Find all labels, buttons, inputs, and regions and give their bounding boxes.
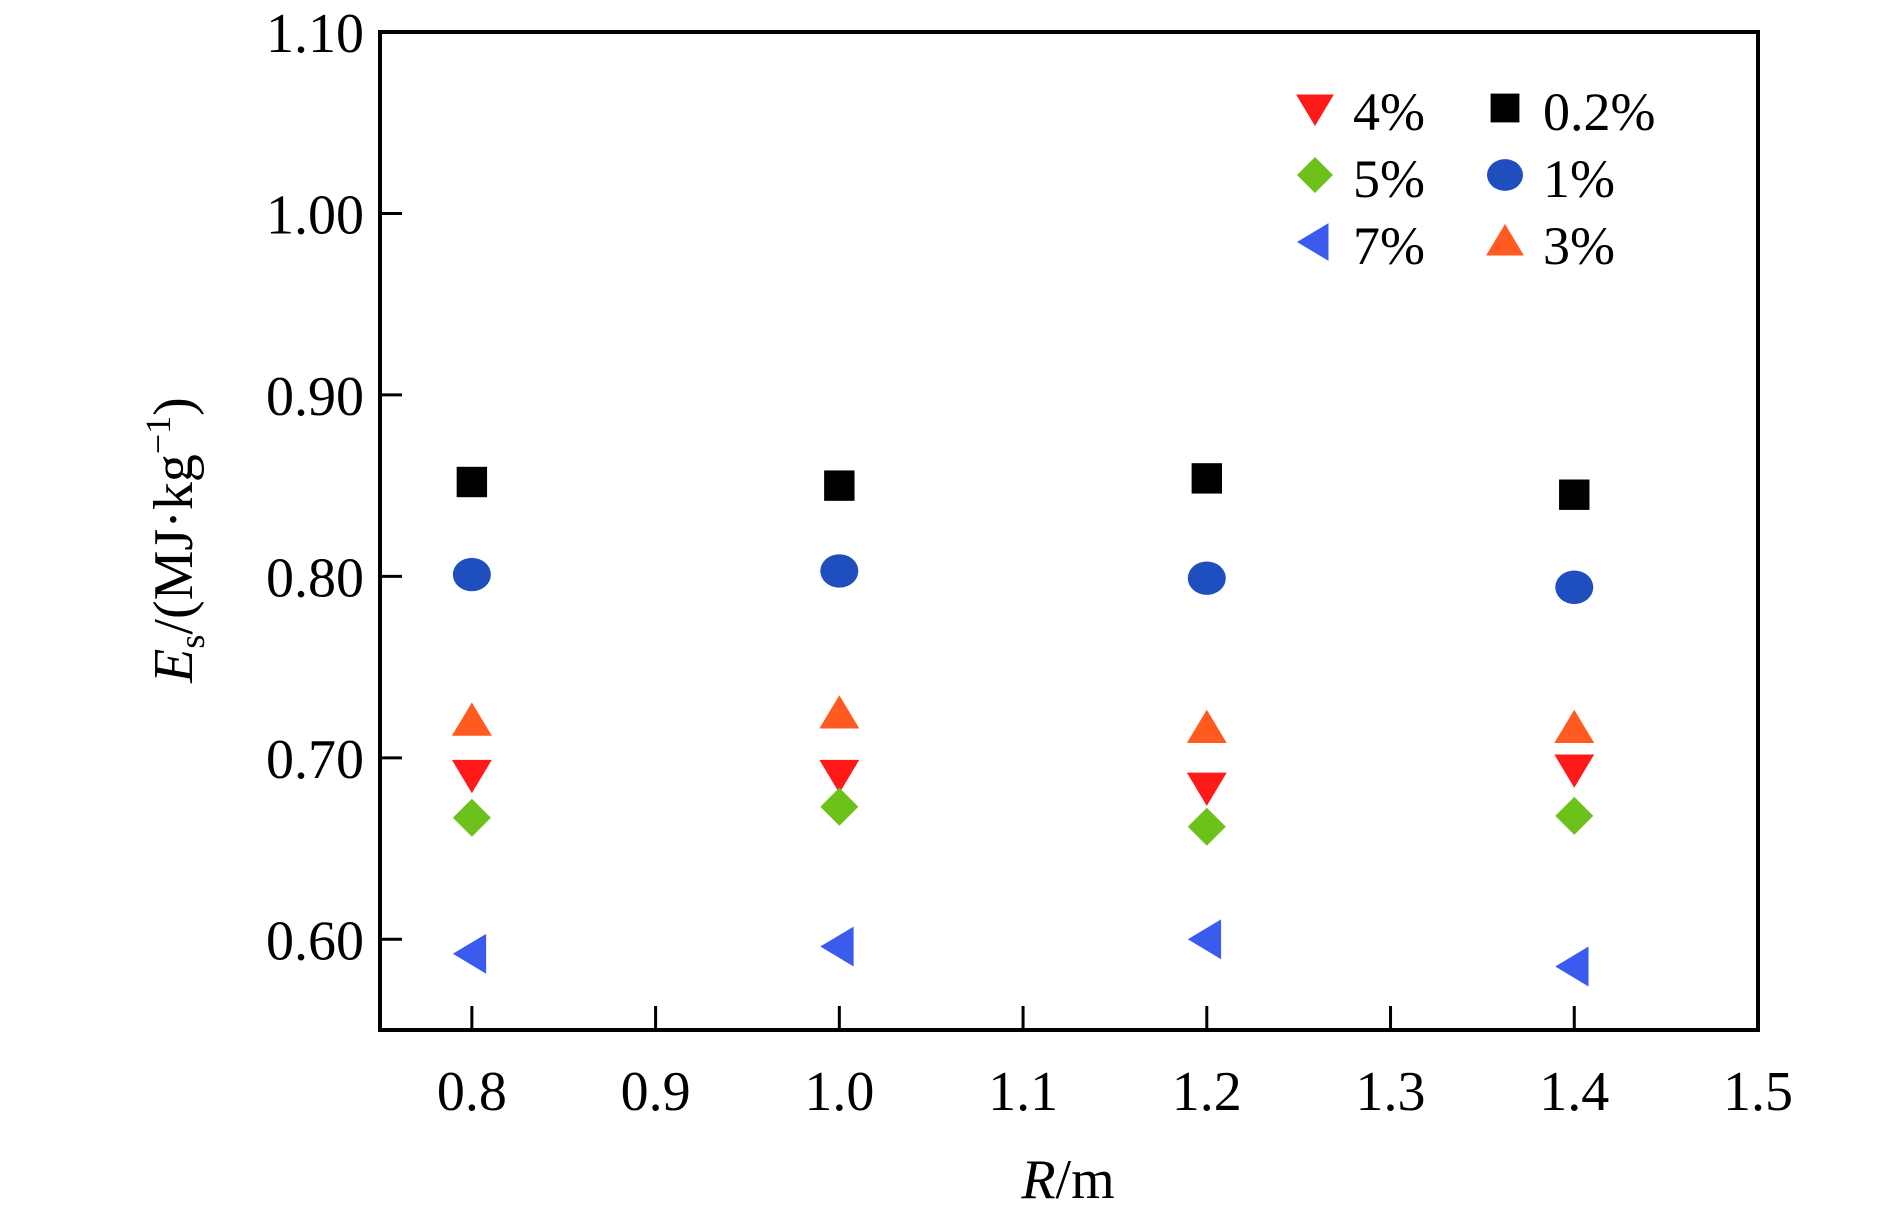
data-point	[1187, 561, 1226, 595]
y-axis-label-sep: /	[143, 619, 205, 635]
data-point	[452, 933, 487, 974]
data-point	[1554, 754, 1595, 788]
data-points	[451, 463, 1595, 987]
data-point	[1554, 709, 1595, 744]
legend-label: 5%	[1353, 149, 1425, 209]
y-tick-label: 1.10	[266, 3, 364, 65]
data-point	[1187, 919, 1222, 960]
x-tick-label: 1.1	[988, 1061, 1058, 1123]
data-point	[452, 798, 491, 837]
y-axis: 0.60 0.70 0.80 0.90 1.00 1.10	[266, 3, 402, 972]
data-point	[1559, 479, 1590, 510]
y-tick-label: 0.90	[266, 366, 364, 428]
x-tick-label: 1.0	[804, 1061, 874, 1123]
data-point	[452, 557, 491, 592]
x-axis-label-sep: /	[1056, 1149, 1072, 1211]
x-tick-label: 0.8	[437, 1061, 507, 1123]
x-tick-label: 1.3	[1356, 1061, 1426, 1123]
data-point	[1555, 796, 1594, 835]
y-axis-label-var: E	[143, 649, 205, 684]
legend-label: 0.2%	[1543, 82, 1655, 142]
data-point	[1555, 570, 1594, 604]
y-tick-label: 0.80	[266, 547, 364, 609]
x-tick-label: 1.4	[1539, 1061, 1609, 1123]
legend-marker	[1487, 159, 1523, 191]
y-axis-label-unit-a: (MJ·kg	[143, 454, 205, 619]
x-tick-label: 1.5	[1723, 1061, 1793, 1123]
legend: 4% 0.2% 5% 1% 7% 3%	[1296, 82, 1655, 276]
data-point	[819, 695, 860, 729]
plot-frame	[378, 30, 1760, 1032]
y-tick-label: 0.70	[266, 729, 364, 791]
legend-marker	[1296, 94, 1334, 126]
legend-label: 1%	[1543, 149, 1615, 209]
legend-marker	[1297, 223, 1329, 261]
data-point	[820, 787, 859, 826]
y-axis-label-unit-b: )	[143, 397, 205, 416]
data-point	[820, 926, 854, 967]
x-axis-label-var: R	[1020, 1149, 1055, 1211]
y-tick-label: 1.00	[266, 184, 364, 246]
x-axis: 0.8 0.9 1.0 1.1 1.2 1.3 1.4 1.5	[437, 1006, 1793, 1123]
legend-marker	[1486, 224, 1524, 256]
data-point	[456, 466, 488, 498]
x-axis-label: R/m	[1020, 1149, 1114, 1211]
y-axis-label-sub: s	[172, 635, 212, 649]
x-tick-label: 1.2	[1172, 1061, 1242, 1123]
data-point	[1187, 807, 1226, 846]
x-tick-label: 0.9	[621, 1061, 691, 1123]
data-point	[820, 554, 859, 588]
y-axis-label-sup: −1	[138, 416, 178, 454]
data-point	[451, 759, 492, 794]
y-axis-label: Es/(MJ·kg−1)	[138, 397, 212, 684]
legend-marker	[1490, 93, 1520, 123]
legend-label: 7%	[1353, 216, 1425, 276]
legend-marker	[1297, 157, 1333, 193]
data-point	[1186, 772, 1227, 806]
data-point	[1186, 709, 1227, 744]
x-axis-label-unit: m	[1071, 1149, 1115, 1211]
legend-label: 4%	[1353, 82, 1425, 142]
legend-label: 3%	[1543, 216, 1615, 276]
y-tick-label: 0.60	[266, 910, 364, 972]
data-point	[451, 702, 492, 736]
data-point	[824, 470, 855, 501]
data-point	[819, 759, 860, 794]
data-point	[1555, 946, 1589, 987]
data-point	[1191, 463, 1222, 494]
